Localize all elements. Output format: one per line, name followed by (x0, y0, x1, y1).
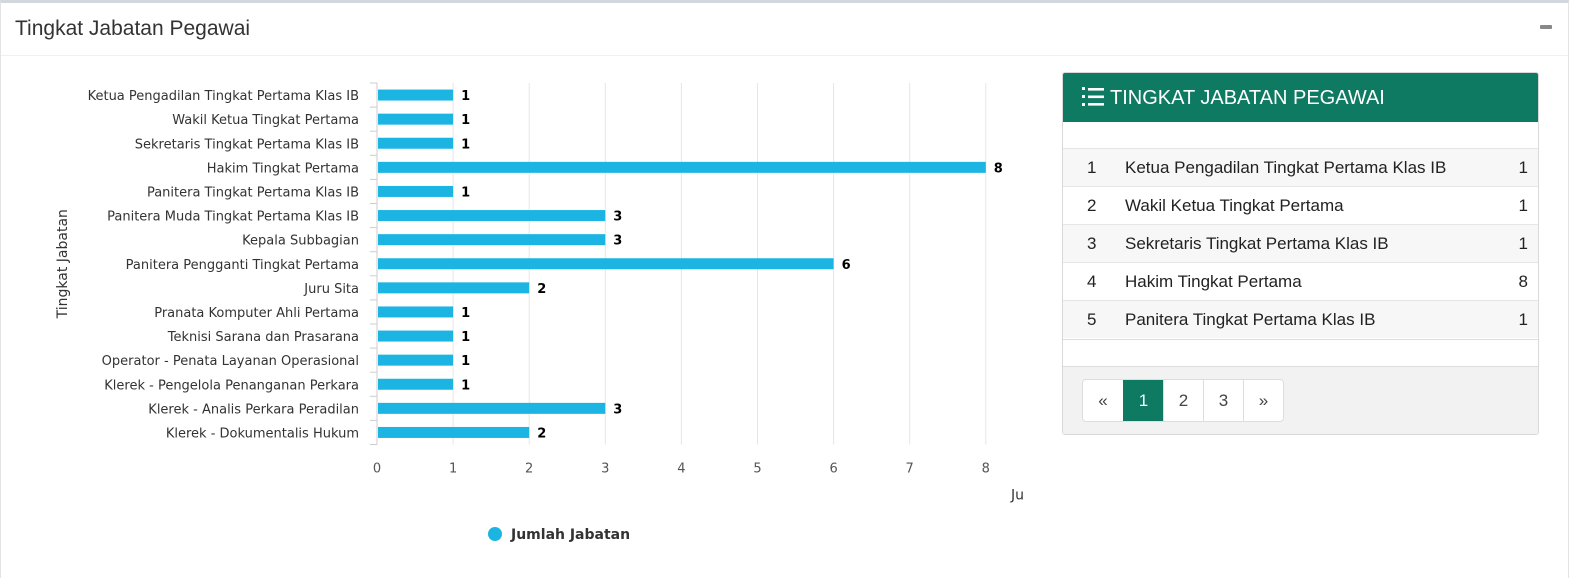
box-header: Tingkat Jabatan Pegawai (1, 3, 1568, 56)
row-value: 8 (1488, 262, 1538, 301)
bar-value-label: 1 (461, 378, 470, 393)
bar (378, 89, 454, 101)
box-title: Tingkat Jabatan Pegawai (15, 17, 251, 40)
x-tick-label: 4 (677, 462, 685, 477)
x-tick-label: 7 (906, 462, 914, 477)
x-tick-label: 5 (753, 462, 761, 477)
y-category-label: Juru Sita (303, 282, 359, 297)
bar-value-label: 1 (461, 113, 470, 128)
bar-value-label: 6 (842, 258, 851, 273)
bar-value-label: 1 (461, 89, 470, 104)
bar-value-label: 1 (461, 306, 470, 321)
bar (378, 185, 454, 197)
bar (378, 378, 454, 390)
row-value: 1 (1488, 186, 1538, 225)
row-jabatan-name: Panitera Tingkat Pertama Klas IB (1125, 300, 1488, 338)
y-category-label: Klerek - Analis Perkara Peradilan (148, 402, 359, 417)
bar (378, 402, 606, 414)
panel-title: TINGKAT JABATAN PEGAWAI (1110, 87, 1385, 109)
jabatan-panel: TINGKAT JABATAN PEGAWAI 1 Ketua Pengadila… (1062, 72, 1539, 435)
bar (378, 161, 986, 173)
bar-value-label: 2 (537, 282, 546, 297)
row-number: 1 (1063, 148, 1125, 187)
pagination: « 1 2 3 » (1082, 379, 1284, 422)
bar-value-label: 3 (613, 210, 622, 225)
bar (378, 258, 834, 270)
y-category-label: Panitera Tingkat Pertama Klas IB (147, 185, 359, 200)
y-category-label: Panitera Pengganti Tingkat Pertama (126, 258, 359, 273)
table-row: 2 Wakil Ketua Tingkat Pertama 1 (1063, 186, 1538, 225)
row-value: 1 (1488, 148, 1538, 187)
y-category-label: Ketua Pengadilan Tingkat Pertama Klas IB (88, 89, 359, 104)
y-category-label: Pranata Komputer Ahli Pertama (154, 306, 359, 321)
y-category-label: Operator - Penata Layanan Operasional (102, 354, 359, 369)
y-category-label: Teknisi Sarana dan Prasarana (167, 330, 359, 345)
row-value: 1 (1488, 300, 1538, 338)
x-tick-label: 2 (525, 462, 533, 477)
bar (378, 234, 606, 246)
bar (378, 137, 454, 149)
y-category-label: Sekretaris Tingkat Pertama Klas IB (135, 137, 359, 152)
legend-label: Jumlah Jabatan (510, 527, 630, 543)
y-category-label: Kepala Subbagian (242, 234, 359, 249)
row-number: 4 (1063, 262, 1125, 301)
row-number: 5 (1063, 300, 1125, 338)
y-category-label: Klerek - Pengelola Penanganan Perkara (104, 378, 359, 393)
bar-value-label: 2 (537, 426, 546, 441)
bar (378, 426, 530, 438)
x-tick-label: 0 (373, 462, 381, 477)
bar-value-label: 3 (613, 234, 622, 249)
y-category-label: Hakim Tingkat Pertama (207, 161, 359, 176)
y-category-label: Klerek - Dokumentalis Hukum (166, 426, 359, 441)
y-category-label: Panitera Muda Tingkat Pertama Klas IB (107, 210, 359, 225)
x-tick-label: 6 (829, 462, 837, 477)
jabatan-table: 1 Ketua Pengadilan Tingkat Pertama Klas I… (1063, 148, 1538, 338)
jabatan-bar-chart: 0 1 2 3 4 5 6 7 8 Ketua Pengadilan Tingkat Pertam… (55, 82, 1024, 543)
x-tick-label: 3 (601, 462, 609, 477)
row-value: 1 (1488, 224, 1538, 263)
list-ol-icon (1082, 87, 1104, 106)
row-jabatan-name: Hakim Tingkat Pertama (1125, 262, 1488, 301)
bar (378, 282, 530, 294)
table-row: 5 Panitera Tingkat Pertama Klas IB 1 (1063, 300, 1538, 338)
panel-footer: « 1 2 3 » (1063, 366, 1538, 434)
bar-value-label: 3 (613, 402, 622, 417)
bar-value-label: 1 (461, 185, 470, 200)
bar-value-label: 1 (461, 137, 470, 152)
table-row: 1 Ketua Pengadilan Tingkat Pertama Klas I… (1063, 148, 1538, 187)
page-next-button[interactable]: » (1243, 380, 1283, 421)
x-tick-label: 1 (449, 462, 457, 477)
table-row: 3 Sekretaris Tingkat Pertama Klas IB 1 (1063, 224, 1538, 263)
collapse-minus-icon[interactable] (1540, 25, 1552, 29)
panel-heading: TINGKAT JABATAN PEGAWAI (1063, 73, 1538, 122)
bar (378, 306, 454, 318)
bar-value-label: 1 (461, 330, 470, 345)
page-3-button[interactable]: 3 (1203, 380, 1243, 421)
x-tick-label: 8 (982, 462, 990, 477)
row-jabatan-name: Ketua Pengadilan Tingkat Pertama Klas IB (1125, 148, 1488, 187)
y-axis-title: Tingkat Jabatan (55, 209, 71, 319)
row-jabatan-name: Wakil Ketua Tingkat Pertama (1125, 186, 1488, 225)
x-axis-title: Ju (1010, 488, 1024, 504)
bar-value-label: 8 (994, 161, 1003, 176)
bar (378, 354, 454, 366)
page-2-button[interactable]: 2 (1163, 380, 1203, 421)
page-prev-button[interactable]: « (1098, 391, 1108, 410)
page-1-button[interactable]: 1 (1123, 380, 1163, 421)
row-number: 2 (1063, 186, 1125, 225)
bar (378, 210, 606, 222)
row-jabatan-name: Sekretaris Tingkat Pertama Klas IB (1125, 224, 1488, 263)
bar (378, 330, 454, 342)
divider (1063, 339, 1538, 340)
bar-value-label: 1 (461, 354, 470, 369)
legend-marker (488, 527, 502, 541)
bar (378, 113, 454, 125)
table-row: 4 Hakim Tingkat Pertama 8 (1063, 262, 1538, 301)
y-category-label: Wakil Ketua Tingkat Pertama (172, 113, 359, 128)
row-number: 3 (1063, 224, 1125, 263)
